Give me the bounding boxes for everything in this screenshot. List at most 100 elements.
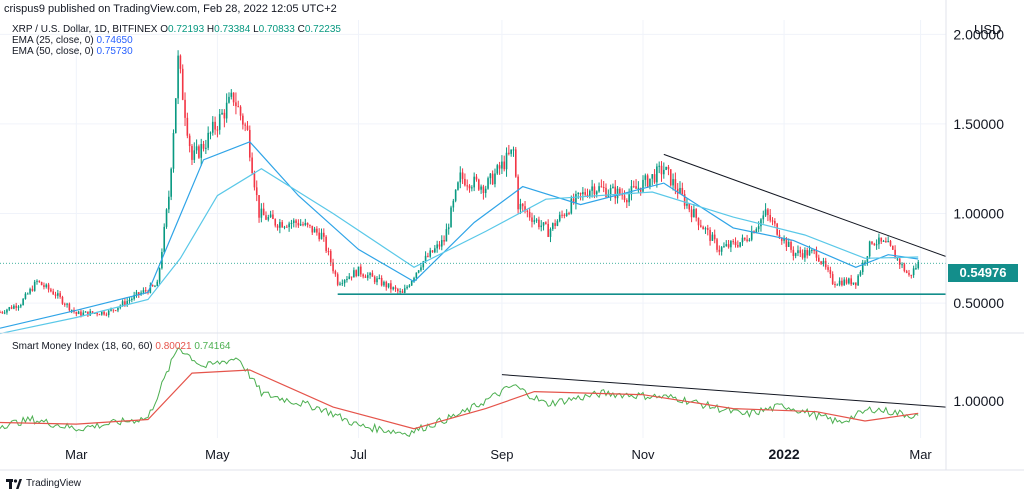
candle-body bbox=[332, 262, 334, 272]
candle-body bbox=[235, 102, 237, 107]
candle bbox=[806, 247, 809, 259]
candle-body bbox=[757, 226, 760, 230]
candle bbox=[246, 121, 249, 131]
candle-body bbox=[191, 146, 193, 160]
candle-body bbox=[61, 296, 64, 304]
candle bbox=[177, 50, 179, 105]
candle bbox=[665, 166, 667, 171]
candle bbox=[822, 257, 825, 267]
candle-body bbox=[630, 186, 633, 195]
candle-body bbox=[390, 283, 392, 290]
candle bbox=[612, 183, 614, 189]
candle bbox=[704, 226, 707, 234]
footer-brand[interactable]: TradingView bbox=[6, 478, 81, 489]
candle-body bbox=[575, 194, 577, 203]
candle bbox=[491, 170, 494, 186]
candle-body bbox=[653, 174, 656, 183]
candle-body bbox=[880, 237, 883, 242]
candle-body bbox=[304, 222, 307, 226]
legend-ema50-value: 0.75730 bbox=[96, 46, 133, 57]
candle-body bbox=[10, 307, 13, 309]
candle bbox=[887, 236, 889, 243]
candle-body bbox=[697, 217, 700, 226]
candle bbox=[852, 282, 855, 286]
candle bbox=[568, 211, 570, 216]
candle-body bbox=[283, 226, 286, 228]
candle bbox=[545, 221, 547, 225]
candle-body bbox=[47, 284, 50, 290]
candle bbox=[302, 221, 304, 227]
candle bbox=[33, 279, 36, 292]
candle-body bbox=[276, 225, 279, 228]
candle-body bbox=[285, 226, 288, 228]
candle bbox=[508, 144, 510, 156]
candle-body bbox=[63, 303, 66, 305]
candle-body bbox=[392, 287, 395, 290]
candle-body bbox=[68, 303, 71, 311]
candle bbox=[406, 285, 408, 290]
candle-body bbox=[579, 192, 582, 195]
candle bbox=[885, 237, 887, 243]
candle bbox=[417, 270, 420, 274]
candle bbox=[269, 210, 272, 218]
candle-body bbox=[91, 311, 94, 314]
candle-body bbox=[741, 237, 744, 243]
y-tick-label: 1.50000 bbox=[953, 116, 1004, 132]
candle-body bbox=[822, 260, 825, 264]
candle-body bbox=[644, 175, 647, 180]
candle bbox=[767, 207, 769, 222]
smi-pane[interactable] bbox=[0, 347, 947, 437]
candle-body bbox=[700, 225, 702, 227]
candle-body bbox=[750, 231, 753, 240]
candle bbox=[168, 190, 170, 214]
candle bbox=[272, 210, 274, 220]
candle-body bbox=[683, 194, 686, 206]
candle bbox=[172, 129, 175, 173]
candle bbox=[383, 280, 385, 287]
candle bbox=[644, 173, 647, 187]
footer-brand-label: TradingView bbox=[26, 478, 82, 489]
candle-body bbox=[80, 311, 82, 316]
candle bbox=[693, 203, 695, 218]
candle-body bbox=[854, 282, 857, 286]
candle bbox=[776, 222, 778, 236]
candle bbox=[429, 247, 432, 258]
candle bbox=[769, 209, 772, 223]
candle bbox=[0, 310, 1, 314]
smi-trendline bbox=[501, 374, 947, 408]
candle-body bbox=[311, 225, 314, 233]
candle-body bbox=[556, 220, 559, 226]
candle-body bbox=[320, 232, 323, 240]
price-pane[interactable] bbox=[0, 50, 947, 335]
candle-body bbox=[362, 274, 364, 277]
candle-body bbox=[864, 261, 866, 263]
candle bbox=[285, 224, 288, 228]
candle-body bbox=[713, 234, 716, 240]
candle-body bbox=[473, 176, 475, 188]
candle bbox=[100, 311, 103, 316]
candle-body bbox=[281, 222, 283, 228]
candle bbox=[750, 225, 753, 242]
candle-body bbox=[764, 209, 767, 216]
candle bbox=[713, 229, 716, 244]
candle-body bbox=[695, 209, 698, 218]
candle-body bbox=[792, 249, 795, 256]
candle bbox=[131, 297, 133, 303]
candle bbox=[313, 226, 316, 233]
candle bbox=[452, 198, 455, 212]
candle bbox=[29, 287, 31, 295]
candle-body bbox=[859, 272, 862, 276]
candle bbox=[771, 217, 774, 226]
candle bbox=[577, 192, 580, 199]
candle bbox=[242, 113, 244, 130]
candle bbox=[230, 89, 233, 100]
candle-body bbox=[174, 98, 177, 134]
candle-body bbox=[801, 253, 804, 258]
candle bbox=[394, 285, 397, 292]
candle bbox=[369, 271, 371, 279]
candle bbox=[54, 291, 57, 299]
currency-label[interactable]: USD bbox=[974, 22, 1002, 37]
candle bbox=[894, 245, 896, 259]
candle-body bbox=[898, 258, 901, 265]
